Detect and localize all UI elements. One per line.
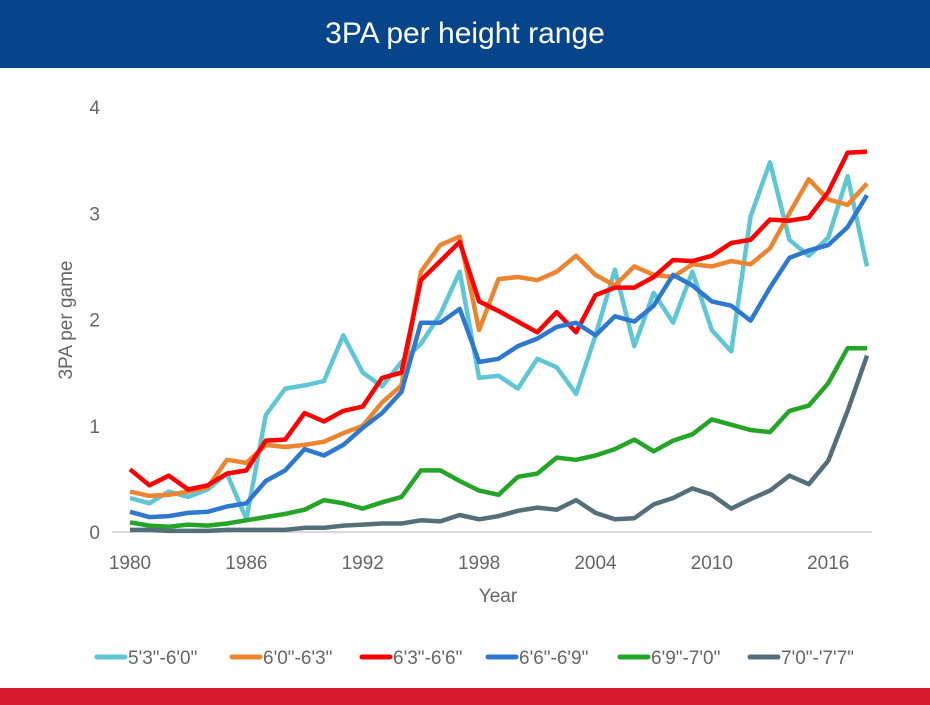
legend-label: 5'3"-6'0" [128,648,197,669]
series-line-2 [128,149,868,492]
y-tick-label: 4 [89,98,100,119]
y-tick-label: 3 [89,204,100,225]
series-line-5 [130,354,870,534]
x-tick-label: 2004 [574,553,617,574]
legend-label: 6'9"-7'0" [651,648,720,669]
y-tick-label: 2 [89,311,100,332]
legend-label: 6'0"-6'3" [263,648,332,669]
footer-bar [0,688,930,705]
x-tick-label: 1998 [458,553,500,574]
series-line-0 [129,160,870,522]
series-line-3 [129,194,869,520]
legend-label: 6'6"-6'9" [519,648,588,669]
chart-title: 3PA per height range [0,0,930,68]
series-line-1 [129,177,869,499]
x-tick-label: 1980 [109,553,151,574]
legend-label: 6'3"-6'6" [393,648,462,669]
x-tick-label: 1992 [342,553,384,574]
x-tick-label: 2010 [691,553,733,574]
x-tick-label: 2016 [807,553,849,574]
series-line-4 [129,345,867,529]
x-axis-title: Year [479,586,518,607]
y-tick-label: 1 [89,417,100,438]
y-tick-label: 0 [89,523,100,544]
x-tick-label: 1986 [225,553,267,574]
legend-label: 7'0"-'7'7" [781,648,854,669]
y-axis-title: 3PA per game [56,260,77,379]
